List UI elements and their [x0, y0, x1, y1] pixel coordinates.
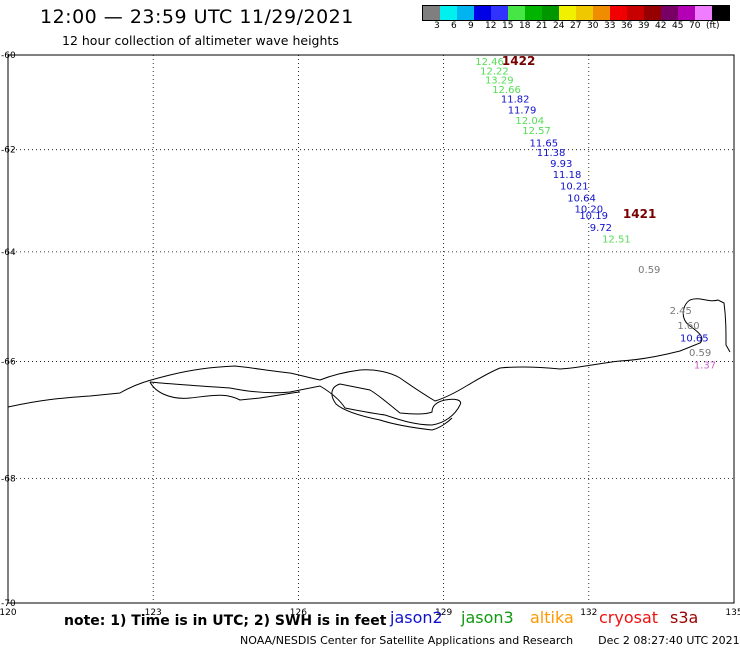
color-swatch [661, 6, 678, 20]
color-scale-label: 3 [434, 21, 440, 31]
lon-tick-label: 126 [290, 608, 307, 618]
swh-observation: 10.65 [680, 334, 709, 345]
swh-observation: 10.20 [574, 205, 603, 216]
page-subtitle: 12 hour collection of altimeter wave hei… [62, 33, 339, 48]
swh-observation: 10.21 [560, 182, 589, 193]
swh-observation: 12.22 [480, 66, 509, 77]
color-swatch [678, 6, 695, 20]
credit-timestamp: Dec 2 08:27:40 UTC 2021 [598, 634, 740, 647]
color-scale-label: 70 [689, 21, 701, 31]
swh-observation: 9.93 [550, 159, 572, 170]
swh-observation: 11.79 [508, 105, 537, 116]
color-scale-label: 15 [502, 21, 514, 31]
color-swatch [542, 6, 559, 20]
color-scale-label: 30 [587, 21, 599, 31]
color-scale-label: 12 [485, 21, 497, 31]
lat-tick-label: -66 [1, 357, 16, 367]
lat-tick-label: -62 [1, 146, 16, 156]
color-scale-label: 24 [553, 21, 565, 31]
color-swatch [491, 6, 508, 20]
color-swatch [593, 6, 610, 20]
satellite-legend-s3a: s3a [670, 608, 699, 627]
satellite-legend-cryosat: cryosat [599, 608, 659, 627]
color-scale-legend [422, 5, 730, 21]
lon-tick-label: 129 [435, 608, 452, 618]
satellite-legend-jason3: jason3 [461, 608, 514, 627]
color-scale-label: 36 [621, 21, 633, 31]
color-swatch [695, 6, 712, 20]
swh-observation: 11.65 [529, 138, 558, 149]
color-swatch [508, 6, 525, 20]
credit-org: NOAA/NESDIS Center for Satellite Applica… [240, 634, 574, 647]
swh-observation: 12.57 [522, 126, 551, 137]
swh-observation: 12.46 [475, 57, 504, 68]
color-scale-label: 39 [638, 21, 650, 31]
swh-observation: 9.72 [590, 223, 612, 234]
satellite-legend-altika: altika [530, 608, 574, 627]
lat-tick-label: -64 [1, 248, 16, 258]
color-scale-label: 27 [570, 21, 582, 31]
coastline-inlet [149, 381, 301, 401]
coastline [7, 298, 731, 408]
color-swatch [457, 6, 474, 20]
color-scale-label: 18 [519, 21, 531, 31]
color-swatch [610, 6, 627, 20]
color-swatch [423, 6, 440, 20]
satellite-legend-jason2: jason2 [390, 608, 443, 627]
color-swatch [440, 6, 457, 20]
swh-observation: 12.66 [492, 85, 521, 96]
color-scale-label: 33 [604, 21, 616, 31]
footnote: note: 1) Time is in UTC; 2) SWH is in fe… [64, 613, 387, 629]
color-swatch [525, 6, 542, 20]
lon-tick-label: 123 [145, 608, 162, 618]
color-swatch [576, 6, 593, 20]
pass-number-label: 1422 [502, 54, 535, 68]
color-swatch [712, 6, 729, 20]
lon-tick-label: 120 [0, 608, 17, 618]
lat-tick-label: -68 [1, 474, 16, 484]
color-scale-label: 9 [468, 21, 474, 31]
swh-observation: 1.60 [677, 321, 699, 332]
color-scale-label: 45 [672, 21, 684, 31]
swh-observation: 12.04 [515, 116, 544, 127]
swh-observation: 11.18 [553, 170, 582, 181]
swh-observation: 0.59 [638, 265, 660, 276]
color-scale-labels: 3 6 9 12 15 18 21 24 27 30 33 36 39 42 45 70 (ft) [422, 21, 740, 33]
lat-tick-label: -70 [1, 599, 16, 609]
pass-number-label: 1421 [623, 207, 656, 221]
swh-observation: 11.38 [537, 148, 566, 159]
swh-observation: 12.51 [602, 234, 631, 245]
lat-tick-label: -60 [1, 51, 16, 61]
swh-observation: 10.64 [567, 193, 596, 204]
map-frame [7, 54, 735, 604]
swh-observation: 0.59 [689, 348, 711, 359]
swh-observation: 10.19 [579, 211, 608, 222]
color-scale-label: 21 [536, 21, 548, 31]
color-scale-label: (ft) [706, 21, 720, 31]
lon-tick-label: 132 [580, 608, 597, 618]
color-scale-label: 6 [451, 21, 457, 31]
swh-observation: 11.82 [501, 94, 530, 105]
swh-observation: 2.45 [670, 306, 692, 317]
color-scale-label: 42 [655, 21, 667, 31]
color-swatch [474, 6, 491, 20]
color-swatch [559, 6, 576, 20]
coastline-ice-shelf [149, 381, 462, 431]
swh-observation: 13.29 [485, 76, 514, 87]
credit-line: NOAA/NESDIS Center for Satellite Applica… [240, 634, 740, 647]
color-swatch [627, 6, 644, 20]
lon-tick-label: 135 [725, 608, 740, 618]
color-swatch [644, 6, 661, 20]
page-title: 12:00 — 23:59 UTC 11/29/2021 [40, 6, 354, 28]
swh-observation: 1.37 [694, 360, 716, 371]
